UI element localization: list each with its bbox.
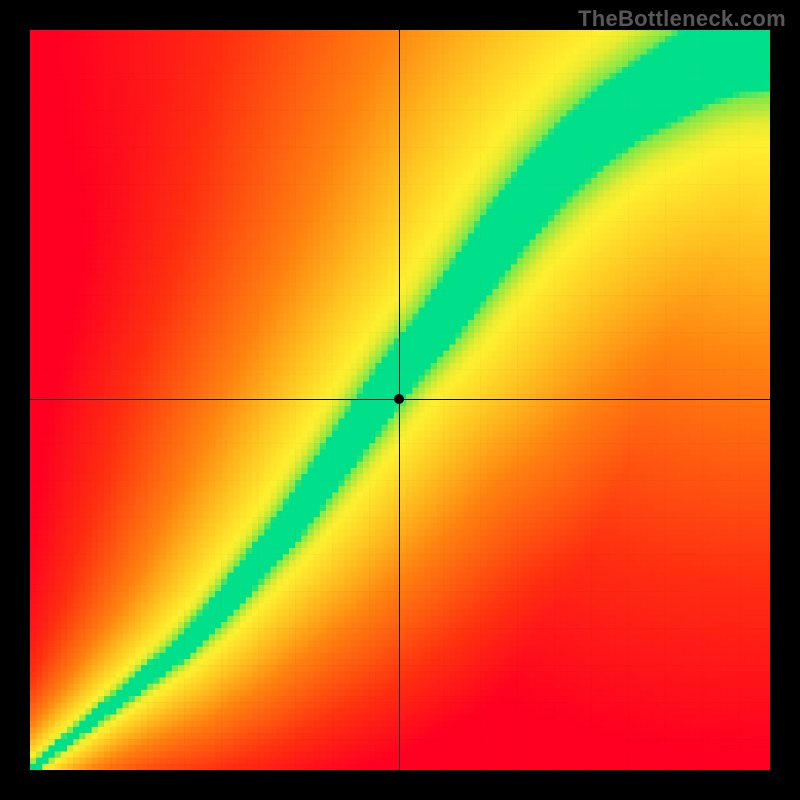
watermark-text: TheBottleneck.com [578, 6, 786, 32]
crosshair-marker [394, 394, 404, 404]
heatmap-plot [30, 30, 770, 770]
figure-frame: TheBottleneck.com [0, 0, 800, 800]
